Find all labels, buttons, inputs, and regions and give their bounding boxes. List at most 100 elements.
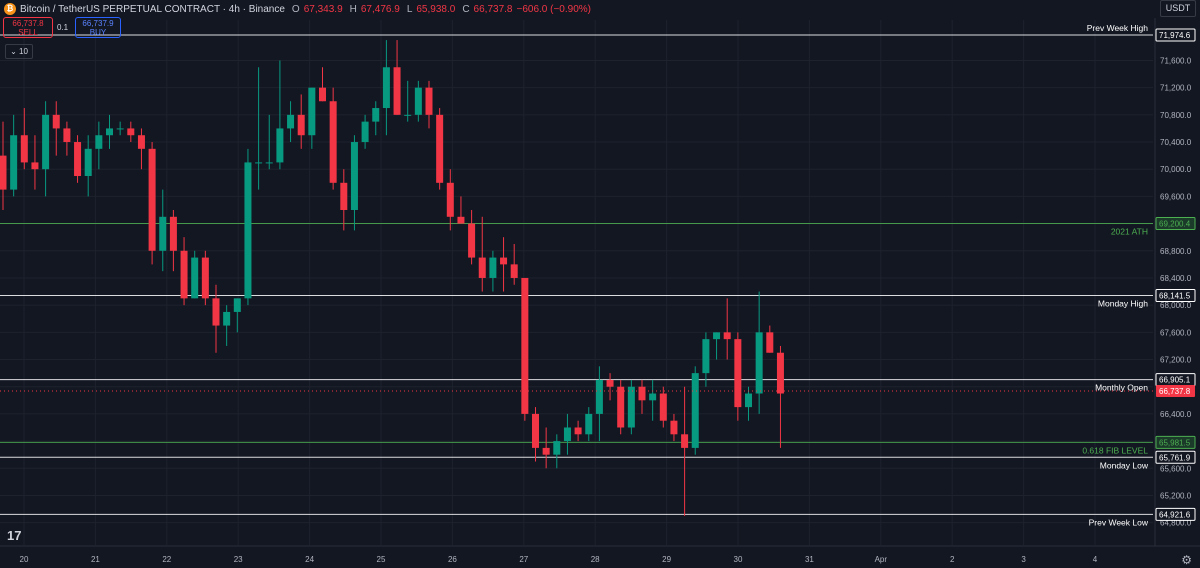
candle-body bbox=[106, 128, 113, 136]
time-tick-label: 2 bbox=[950, 555, 955, 564]
candle-body bbox=[542, 447, 550, 455]
time-tick-label: 31 bbox=[805, 555, 814, 564]
time-tick-label: Apr bbox=[875, 555, 888, 564]
gear-icon[interactable]: ⚙ bbox=[1181, 553, 1192, 567]
level-label: Prev Week Low bbox=[1089, 517, 1149, 527]
level-label: Monday High bbox=[1098, 299, 1148, 309]
level-price-label: 68,141.5 bbox=[1159, 292, 1191, 301]
price-tick-label: 68,400.0 bbox=[1160, 274, 1192, 283]
price-tick-label: 69,600.0 bbox=[1160, 192, 1192, 201]
ohlc-change: −606.0 (−0.90%) bbox=[516, 3, 591, 15]
time-tick-label: 23 bbox=[234, 555, 243, 564]
buy-button[interactable]: 66,737.9 BUY bbox=[75, 17, 121, 38]
candle-body bbox=[137, 135, 145, 149]
candle-body bbox=[0, 155, 7, 190]
candle-body bbox=[446, 182, 454, 217]
price-tick-label: 66,400.0 bbox=[1160, 410, 1192, 419]
candle-body bbox=[276, 128, 284, 163]
candle-body bbox=[265, 162, 273, 164]
candle-body bbox=[10, 135, 18, 190]
candle-body bbox=[52, 114, 60, 129]
level-price-tag bbox=[1155, 28, 1196, 42]
candle-body bbox=[681, 434, 689, 448]
candle-body bbox=[510, 264, 518, 278]
candle-body bbox=[457, 216, 465, 224]
candle-body bbox=[595, 379, 603, 414]
level-price-label: 64,921.6 bbox=[1159, 510, 1191, 519]
chart-header: ₿ Bitcoin / TetherUS PERPETUAL CONTRACT … bbox=[4, 2, 591, 16]
level-price-label: 66,905.1 bbox=[1159, 376, 1191, 385]
candle-body bbox=[617, 386, 625, 428]
currency-selector[interactable]: USDT bbox=[1160, 0, 1196, 17]
indicator-toggle[interactable]: ⌄ 10 bbox=[5, 44, 33, 59]
ohlc-high: 67,476.9 bbox=[360, 3, 400, 15]
time-tick-label: 24 bbox=[305, 555, 314, 564]
time-tick-label: 21 bbox=[91, 555, 100, 564]
candle-body bbox=[521, 277, 529, 414]
candle-body bbox=[329, 101, 337, 183]
level-price-tag bbox=[1155, 435, 1196, 449]
candle-body bbox=[340, 182, 348, 210]
candle-body bbox=[255, 162, 263, 164]
candle-body bbox=[191, 257, 199, 299]
tradingview-logo-icon[interactable]: 17 bbox=[7, 528, 22, 543]
level-price-label: 71,974.6 bbox=[1159, 31, 1191, 40]
spread-value: 0.1 bbox=[57, 23, 69, 32]
level-price-tag bbox=[1155, 289, 1196, 303]
level-label: Monthly Open bbox=[1095, 383, 1148, 393]
price-tick-label: 70,800.0 bbox=[1160, 111, 1192, 120]
candle-body bbox=[372, 108, 380, 122]
candle-body bbox=[159, 216, 167, 251]
candle-body bbox=[776, 352, 784, 394]
candle-body bbox=[713, 332, 721, 340]
level-label: Monday Low bbox=[1100, 460, 1149, 470]
candle-body bbox=[31, 162, 39, 170]
candle-body bbox=[659, 393, 667, 421]
candle-body bbox=[42, 114, 50, 170]
symbol-title[interactable]: Bitcoin / TetherUS PERPETUAL CONTRACT · … bbox=[20, 3, 285, 15]
candle-body bbox=[468, 223, 476, 258]
level-price-label: 65,981.5 bbox=[1159, 438, 1191, 447]
candle-body bbox=[116, 128, 124, 130]
time-tick-label: 26 bbox=[448, 555, 457, 564]
sell-button[interactable]: 66,737.8 SELL bbox=[3, 17, 53, 38]
candle-body bbox=[500, 257, 508, 265]
candle-body bbox=[382, 67, 390, 109]
sell-price: 66,737.8 bbox=[12, 19, 44, 28]
candle-body bbox=[425, 87, 433, 115]
candle-body bbox=[201, 257, 209, 299]
candle-body bbox=[308, 87, 316, 136]
price-tick-label: 67,200.0 bbox=[1160, 356, 1192, 365]
time-tick-label: 30 bbox=[734, 555, 743, 564]
candle-body bbox=[436, 114, 444, 183]
candle-body bbox=[169, 216, 177, 251]
candle-body bbox=[766, 332, 774, 353]
candle-body bbox=[574, 427, 582, 435]
ohlc-close: 66,737.8 bbox=[473, 3, 513, 15]
candle-body bbox=[63, 128, 71, 143]
price-tick-label: 70,400.0 bbox=[1160, 138, 1192, 147]
ohlc-close-label: C bbox=[462, 3, 470, 15]
price-tick-label: 71,200.0 bbox=[1160, 84, 1192, 93]
candle-body bbox=[691, 373, 699, 448]
chevron-down-icon: ⌄ bbox=[10, 47, 17, 56]
candle-body bbox=[319, 87, 326, 102]
bitcoin-icon: ₿ bbox=[4, 3, 16, 15]
candle-body bbox=[745, 393, 752, 408]
candle-body bbox=[393, 67, 401, 115]
ohlc-open: 67,343.9 bbox=[303, 3, 343, 15]
candle-body bbox=[702, 339, 710, 374]
candle-body bbox=[638, 386, 646, 401]
candle-body bbox=[127, 128, 135, 136]
candle-body bbox=[212, 298, 220, 326]
level-price-tag bbox=[1155, 217, 1196, 231]
candle-body bbox=[297, 114, 305, 136]
ohlc-open-label: O bbox=[291, 3, 300, 15]
level-label: 0.618 FIB LEVEL bbox=[1082, 445, 1148, 455]
candle-body bbox=[414, 87, 422, 115]
time-tick-label: 27 bbox=[519, 555, 528, 564]
time-tick-label: 25 bbox=[377, 555, 386, 564]
candle-body bbox=[244, 162, 252, 299]
ohlc-low: 65,938.0 bbox=[416, 3, 456, 15]
